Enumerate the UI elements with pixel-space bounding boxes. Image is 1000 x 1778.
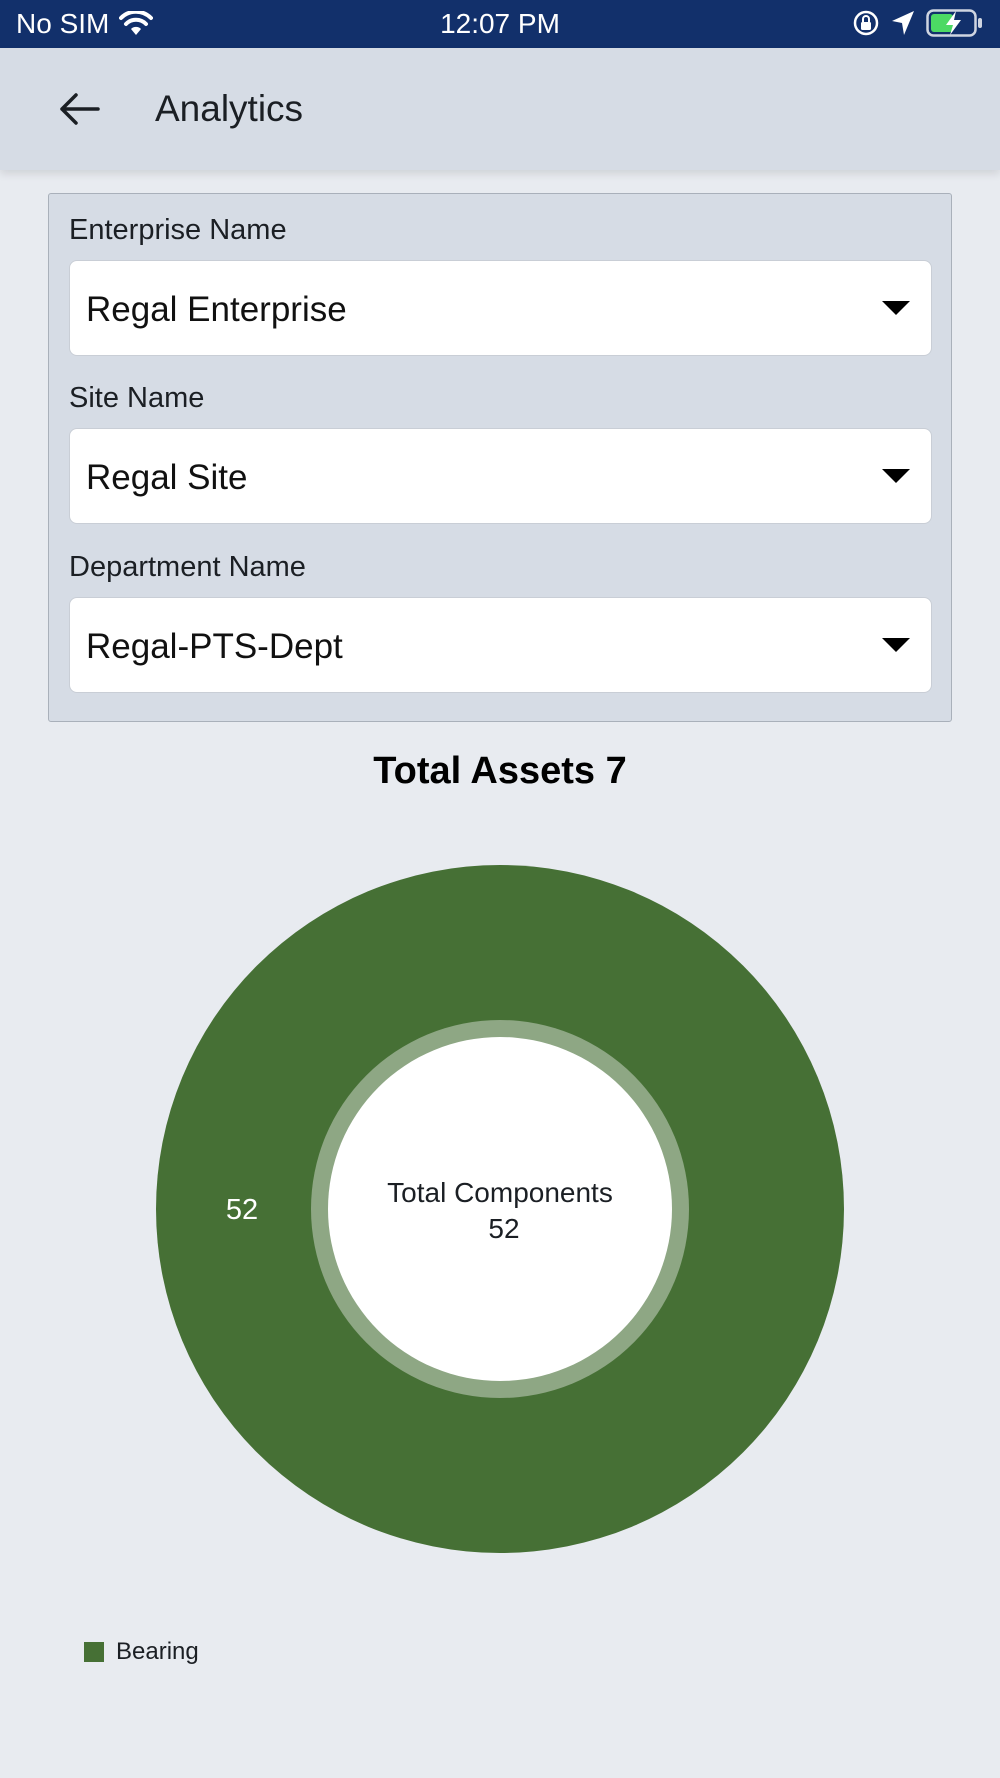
department-select-value: Regal-PTS-Dept <box>86 627 343 666</box>
chart-data-labels: 52 <box>226 1194 258 1226</box>
enterprise-name-label: Enterprise Name <box>69 214 287 246</box>
chevron-down-icon <box>882 301 910 315</box>
enterprise-select-value: Regal Enterprise <box>86 290 347 329</box>
battery-charging-icon <box>926 9 982 37</box>
chevron-down-icon <box>882 638 910 652</box>
site-select-value: Regal Site <box>86 458 248 497</box>
status-right <box>852 8 984 38</box>
carrier-label: No SIM <box>16 8 110 39</box>
chevron-down-icon <box>882 469 910 483</box>
status-time: 12:07 PM <box>440 8 560 39</box>
status-left: No SIM <box>16 8 154 40</box>
page-title: Analytics <box>155 88 304 129</box>
donut-center-hole <box>328 1037 672 1381</box>
status-bar: No SIM 12:07 PM <box>0 0 1000 48</box>
center-value: 52 <box>488 1213 519 1244</box>
enterprise-select[interactable]: Regal Enterprise <box>69 260 932 356</box>
location-arrow-icon <box>892 11 914 35</box>
wifi-icon <box>119 11 154 35</box>
site-select[interactable]: Regal Site <box>69 428 932 524</box>
app-bar: Analytics <box>0 48 1000 170</box>
back-arrow-icon[interactable] <box>54 84 104 134</box>
donut-chart: Total Components 52 52 <box>156 865 844 1553</box>
legend-label-bearing: Bearing <box>116 1638 199 1665</box>
data-label-bearing: 52 <box>226 1194 258 1226</box>
center-label: Total Components <box>387 1177 613 1208</box>
site-name-label: Site Name <box>69 382 205 414</box>
orientation-lock-icon <box>853 10 879 36</box>
department-name-label: Department Name <box>69 551 306 583</box>
legend-swatch-bearing <box>84 1642 104 1662</box>
chart-title: Total Assets 7 <box>373 750 627 792</box>
department-select[interactable]: Regal-PTS-Dept <box>69 597 932 693</box>
chart-legend: Bearing <box>84 1638 199 1666</box>
filter-panel: Enterprise Name Regal Enterprise Site Na… <box>48 193 952 722</box>
